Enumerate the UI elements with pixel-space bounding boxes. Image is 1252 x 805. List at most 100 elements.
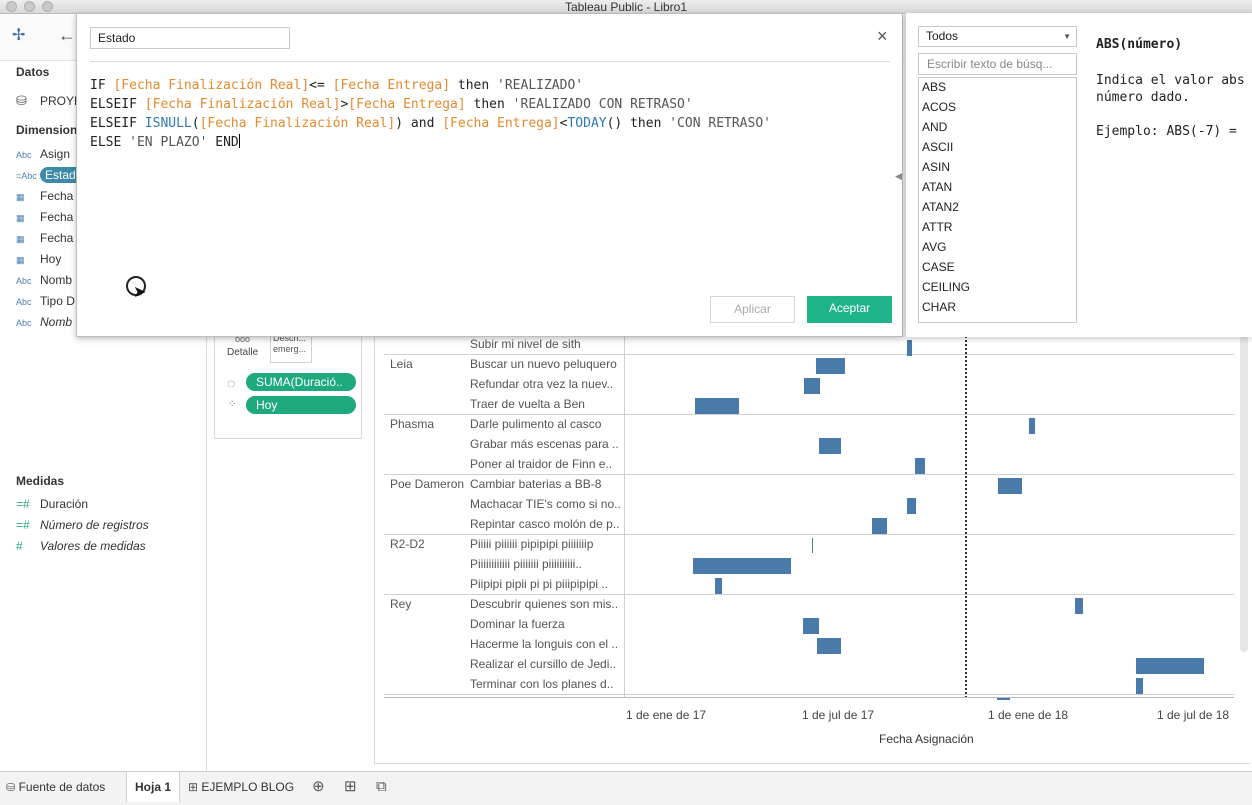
dimension-field[interactable]: Abc Nomb [16,312,72,332]
function-item[interactable]: ATAN2 [922,200,959,214]
help-example: Ejemplo: ABS(-7) = [1096,124,1237,139]
gantt-bar[interactable] [915,458,925,474]
pill-suma-duracion[interactable]: SUMA(Duració.. [246,373,356,391]
code-token: IF [90,78,114,93]
sheet-tabs-bar: ⛁ Fuente de datos Hoja 1 ⊞ EJEMPLO BLOG … [0,771,1252,805]
gantt-bar[interactable] [816,358,845,374]
function-item[interactable]: ABS [922,80,947,94]
busy-cursor-icon [126,276,146,296]
category-select[interactable]: Todos ▼ [918,26,1077,47]
collapse-arrow-icon[interactable]: ◀ [895,171,902,181]
tableau-logo-icon[interactable]: ✢ [12,27,26,44]
gantt-bar[interactable] [872,518,887,534]
measure-field[interactable]: # Valores de medidas [16,536,146,556]
group-label: R2-D2 [390,537,425,551]
chevron-down-icon: ▼ [1063,32,1071,41]
gantt-bar[interactable] [695,398,739,414]
task-label: Poner al traidor de Finn e.. [470,457,613,471]
function-search-input[interactable]: Escribir texto de búsq... [918,53,1077,75]
gantt-bar[interactable] [803,618,819,634]
detail-icon[interactable]: ooo [235,334,251,344]
gantt-bar[interactable] [817,638,841,654]
tab-ejemplo-blog[interactable]: ⊞ EJEMPLO BLOG [188,780,295,794]
number-type-icon: =# [16,518,30,532]
today-reference-line [965,336,967,698]
gantt-bar[interactable] [812,538,813,553]
gantt-bar[interactable] [1075,598,1083,614]
function-item[interactable]: AVG [922,240,947,254]
task-label: Cambiar baterias a BB-8 [470,477,602,491]
task-label: Machacar TIE's como si no.. [470,497,621,511]
measure-field[interactable]: =# Duración [16,494,88,514]
help-title: ABS(número) [1096,37,1183,52]
task-label: Hacerme la longuis con el .. [470,637,619,651]
gantt-bar[interactable] [907,498,916,514]
function-item[interactable]: AND [922,120,948,134]
function-item[interactable]: CASE [922,260,955,274]
apply-button[interactable]: Aplicar [710,296,795,323]
gantt-bar[interactable] [1136,678,1143,694]
code-token: ( [191,116,200,131]
function-item[interactable]: ATAN [922,180,953,194]
close-window-icon[interactable] [6,1,17,12]
gantt-bar[interactable] [1136,658,1204,674]
datos-header: Datos [16,65,50,79]
code-token: ELSE [90,135,130,150]
code-token: [Fecha Entrega] [348,97,466,112]
minimize-window-icon[interactable] [24,1,35,12]
gantt-bar[interactable] [997,697,1010,700]
detail-label[interactable]: Detalle [227,347,259,358]
string-type-icon: Abc [16,318,32,328]
new-story-icon[interactable]: ⧉ [376,778,387,795]
task-label: Refundar otra vez la nuev.. [470,377,614,391]
dimension-field[interactable]: ▦ Hoy [16,249,61,269]
code-token: 'REALIZADO' [497,78,584,93]
accept-button[interactable]: Aceptar [807,296,892,323]
string-type-icon: Abc [16,276,32,286]
gantt-bar[interactable] [715,578,722,594]
close-icon[interactable]: × [877,26,888,46]
function-item[interactable]: ATTR [922,220,953,234]
new-dashboard-icon[interactable]: ⊞ [344,778,357,795]
tab-datasource[interactable]: ⛁ Fuente de datos [6,780,106,794]
code-token: [Fecha Finalización Real] [113,78,310,93]
calc-name-field[interactable]: Estado [90,27,290,49]
pill-hoy[interactable]: Hoy [246,396,356,414]
function-item[interactable]: ASCII [922,140,954,154]
task-label: Piiiiiiiiiiii piiiiiii piiiiiiiiii.. [470,557,583,571]
axis-tick-label: 1 de jul de 17 [802,708,875,722]
function-item[interactable]: ASIN [922,160,951,174]
dimension-field[interactable]: ▦ Fecha [16,186,73,206]
gantt-bar[interactable] [693,558,791,574]
tab-hoja-1[interactable]: Hoja 1 [126,772,181,802]
code-token: then [465,97,513,112]
function-item[interactable]: CHAR [922,300,957,314]
group-separator [384,354,1234,355]
gantt-bar[interactable] [998,478,1022,494]
formula-editor[interactable]: IF [Fecha Finalización Real]<= [Fecha En… [90,76,771,152]
function-item[interactable]: ACOS [922,100,957,114]
new-worksheet-icon[interactable]: ⊕ [312,778,325,795]
dimension-field[interactable]: ▦ Fecha [16,228,73,248]
dimension-field[interactable]: Abc Asign [16,144,70,164]
datasource-item[interactable]: ⛁ PROYE [16,91,82,111]
back-arrow-icon[interactable]: ← [58,25,76,45]
dimension-field[interactable]: =Abc Estad [16,165,86,185]
measures-header: Medidas [16,474,65,488]
measure-field[interactable]: =# Número de registros [16,515,149,535]
vertical-scrollbar[interactable] [1240,336,1248,652]
zoom-window-icon[interactable] [42,1,53,12]
gantt-bar[interactable] [819,438,841,454]
dimensions-header: Dimension [16,123,78,137]
detail-dots-icon: ⁘ [228,399,237,410]
dimension-field[interactable]: Abc Tipo D [16,291,75,311]
dimension-field[interactable]: Abc Nomb [16,270,72,290]
gantt-bar[interactable] [907,340,912,356]
dimension-field[interactable]: ▦ Fecha [16,207,73,227]
gantt-bar[interactable] [1029,418,1035,434]
group-separator [384,474,1234,475]
calendar-icon: ▦ [16,192,25,202]
function-item[interactable]: CEILING [922,280,971,294]
gantt-bar[interactable] [804,378,820,394]
calculation-editor: Estado × IF [Fecha Finalización Real]<= … [76,13,903,337]
